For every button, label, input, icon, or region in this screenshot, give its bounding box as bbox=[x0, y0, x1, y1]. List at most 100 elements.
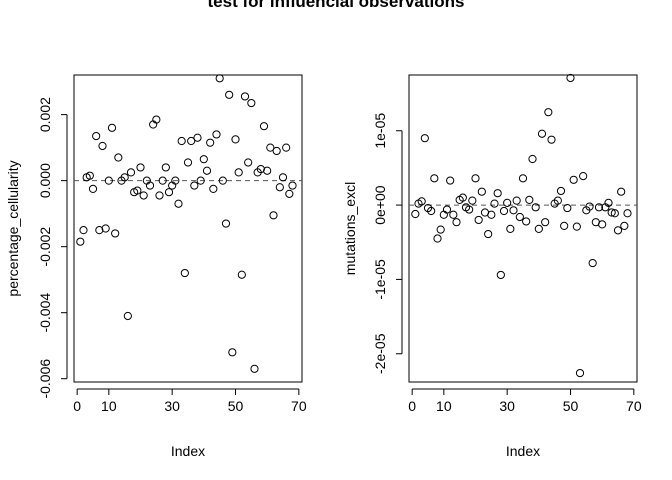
data-point bbox=[553, 196, 562, 205]
data-point bbox=[541, 218, 550, 227]
data-point bbox=[247, 98, 256, 108]
data-point bbox=[202, 166, 212, 175]
x-axis-label: Index bbox=[506, 443, 540, 459]
data-point bbox=[436, 225, 445, 234]
data-point bbox=[525, 195, 534, 204]
data-point bbox=[598, 220, 607, 229]
data-point bbox=[250, 364, 259, 373]
data-point bbox=[209, 184, 218, 193]
data-point bbox=[285, 189, 294, 198]
data-point bbox=[446, 176, 455, 185]
data-point bbox=[528, 154, 537, 164]
y-tick-label: -0.006 bbox=[37, 359, 53, 399]
data-point bbox=[171, 176, 180, 185]
data-point bbox=[430, 174, 439, 183]
data-point bbox=[269, 211, 278, 220]
data-point bbox=[496, 270, 505, 280]
data-point bbox=[237, 270, 246, 279]
x-tick-label: 30 bbox=[164, 398, 180, 414]
data-point bbox=[487, 210, 496, 219]
data-point bbox=[221, 219, 231, 228]
data-point bbox=[579, 171, 588, 181]
data-point bbox=[158, 176, 167, 185]
data-point bbox=[104, 176, 113, 185]
panel-mutations-excl: 0 10 30 50 70 -2e-05 -1e-05 0e+00 1e-05 Index muta… bbox=[342, 73, 642, 459]
data-point bbox=[155, 191, 164, 200]
data-point bbox=[266, 143, 275, 152]
data-point bbox=[563, 203, 572, 213]
data-point bbox=[522, 217, 531, 226]
data-point bbox=[288, 181, 297, 190]
data-point bbox=[228, 348, 237, 357]
data-point bbox=[114, 153, 123, 162]
data-point bbox=[503, 198, 512, 207]
data-point bbox=[433, 234, 442, 243]
data-point bbox=[607, 208, 616, 217]
data-point bbox=[111, 229, 120, 238]
data-point bbox=[259, 122, 269, 131]
data-point bbox=[212, 130, 221, 139]
x-tick-label: 50 bbox=[563, 398, 579, 414]
data-point bbox=[613, 226, 623, 235]
data-point bbox=[588, 258, 597, 268]
data-point bbox=[610, 209, 619, 218]
data-point bbox=[452, 218, 461, 227]
data-point bbox=[537, 129, 547, 138]
data-point bbox=[439, 210, 448, 219]
data-point bbox=[88, 184, 98, 193]
data-point bbox=[278, 173, 288, 182]
data-point bbox=[465, 205, 474, 214]
data-point bbox=[85, 171, 94, 180]
data-point bbox=[206, 138, 215, 147]
y-axis-label: percentage_cellularity bbox=[5, 160, 21, 296]
data-point bbox=[187, 136, 196, 146]
data-point bbox=[506, 224, 515, 233]
y-tick-label: -0.004 bbox=[37, 293, 53, 333]
data-point bbox=[468, 196, 477, 205]
data-point bbox=[560, 221, 569, 230]
data-point bbox=[161, 163, 170, 172]
data-point bbox=[133, 186, 142, 195]
data-point bbox=[120, 173, 129, 182]
data-point bbox=[190, 181, 199, 190]
data-point bbox=[493, 189, 502, 198]
data-point bbox=[544, 108, 553, 117]
data-point bbox=[282, 143, 291, 152]
data-point bbox=[231, 135, 240, 144]
x-tick-label: 50 bbox=[228, 398, 244, 414]
data-point bbox=[92, 131, 101, 141]
data-point bbox=[107, 123, 117, 132]
data-point bbox=[477, 187, 486, 196]
y-tick-label: -1e-05 bbox=[372, 259, 388, 300]
plot-frame bbox=[408, 74, 638, 383]
data-point bbox=[604, 198, 613, 207]
data-point bbox=[515, 212, 524, 222]
data-point bbox=[417, 197, 426, 206]
data-point bbox=[79, 226, 88, 235]
data-point bbox=[152, 115, 161, 124]
data-point bbox=[193, 133, 202, 142]
data-point bbox=[199, 155, 208, 164]
data-point bbox=[177, 136, 186, 146]
data-point bbox=[623, 209, 632, 218]
data-point bbox=[196, 176, 205, 185]
data-point bbox=[98, 141, 107, 151]
data-point bbox=[572, 222, 581, 231]
data-point bbox=[474, 215, 483, 225]
data-point bbox=[164, 188, 174, 197]
data-point bbox=[145, 181, 155, 190]
x-tick-label: 70 bbox=[626, 398, 642, 414]
data-point bbox=[484, 229, 493, 239]
data-point bbox=[449, 210, 458, 219]
x-tick-label: 70 bbox=[291, 398, 307, 414]
data-point bbox=[215, 74, 224, 83]
data-point bbox=[547, 135, 556, 144]
data-point bbox=[234, 168, 243, 177]
plot-frame bbox=[73, 74, 303, 383]
data-point bbox=[136, 163, 145, 172]
data-point bbox=[585, 202, 594, 211]
x-tick-label: 10 bbox=[436, 398, 452, 414]
data-point bbox=[509, 206, 518, 215]
data-point bbox=[218, 176, 227, 185]
